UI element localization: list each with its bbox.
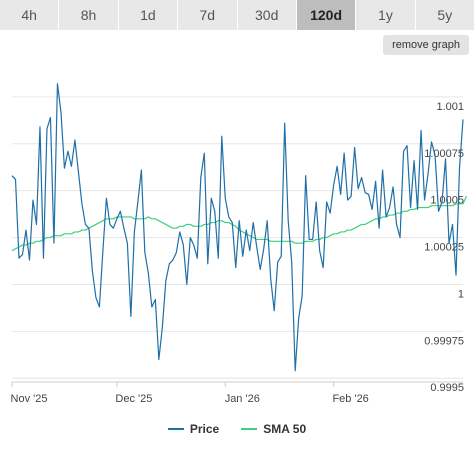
legend-swatch-sma-50 — [241, 428, 258, 430]
y-tick-label: 1 — [458, 288, 464, 300]
sma-50-line — [11, 196, 468, 252]
y-tick-label: 0.99975 — [424, 335, 464, 347]
x-tick-label: Feb '26 — [332, 393, 368, 405]
x-axis-labels: Nov '25 Dec '25 Jan '26 Feb '26 — [11, 393, 369, 405]
tab-4h[interactable]: 4h — [0, 0, 60, 30]
legend-item-price[interactable]: Price — [167, 422, 220, 436]
y-tick-label: 0.9995 — [430, 382, 464, 394]
timeframe-tabs: 4h 8h 1d 7d 30d 120d 1y 5y — [0, 0, 474, 30]
price-chart: 1.0011.000751.00051.0002510.999750.9995 … — [11, 83, 468, 405]
x-axis — [11, 381, 463, 387]
x-tick-label: Nov '25 — [11, 393, 48, 405]
legend-item-sma-50[interactable]: SMA 50 — [241, 422, 306, 436]
price-line — [11, 83, 464, 372]
tab-30d[interactable]: 30d — [237, 0, 297, 30]
legend-swatch-price — [167, 428, 184, 430]
x-tick-label: Jan '26 — [225, 393, 260, 405]
y-tick-label: 1.00025 — [424, 242, 464, 254]
remove-graph-button[interactable]: remove graph — [383, 35, 469, 55]
x-tick-label: Dec '25 — [115, 393, 152, 405]
legend-label-sma-50: SMA 50 — [263, 422, 307, 436]
tab-1d[interactable]: 1d — [118, 0, 179, 30]
tab-7d[interactable]: 7d — [178, 0, 238, 30]
tab-8h[interactable]: 8h — [59, 0, 119, 30]
series — [11, 83, 468, 372]
tab-5y[interactable]: 5y — [415, 0, 474, 30]
legend-label-price: Price — [189, 422, 220, 436]
y-tick-label: 1.001 — [436, 101, 464, 113]
tab-1y[interactable]: 1y — [356, 0, 416, 30]
legend: Price SMA 50 — [0, 419, 474, 439]
tab-120d[interactable]: 120d — [296, 0, 357, 30]
